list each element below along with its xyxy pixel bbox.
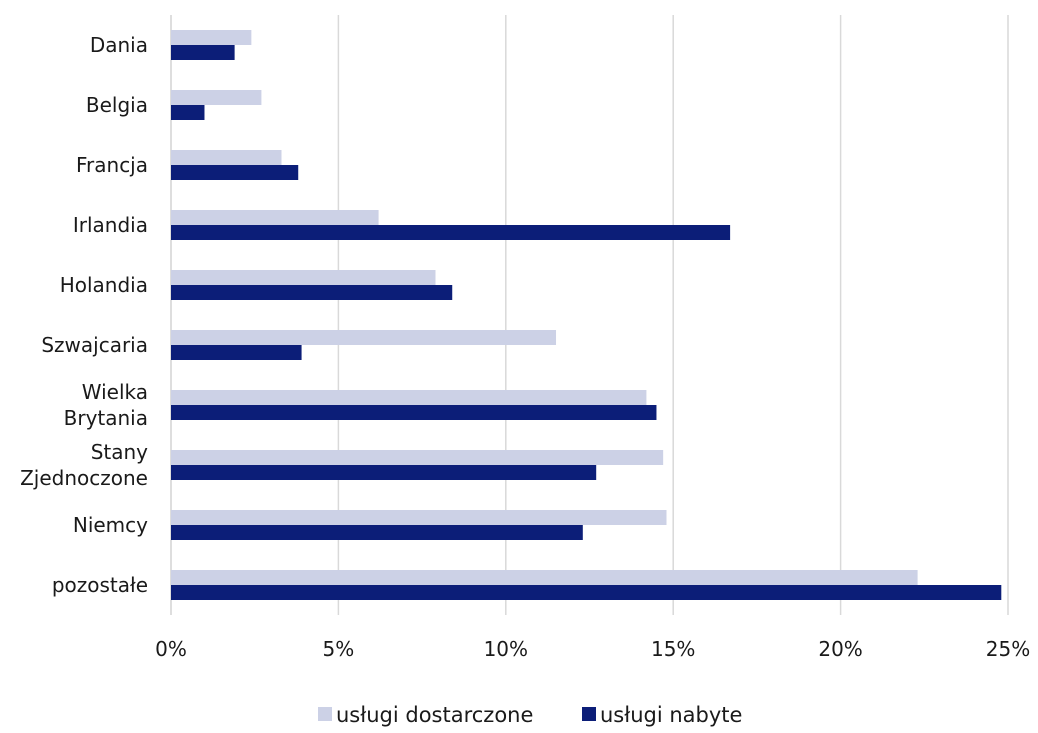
bar-uslugi-nabyte [171, 165, 299, 180]
category-label: Szwajcaria [41, 333, 148, 357]
category-label: Brytania [64, 406, 148, 430]
bar-uslugi-dostarczone [171, 30, 252, 45]
bar-uslugi-dostarczone [171, 330, 557, 345]
category-label: Stany [91, 440, 148, 464]
bar-uslugi-nabyte [171, 585, 1002, 600]
legend-label: usługi dostarczone [336, 703, 533, 727]
legend: usługi dostarczone usługi nabyte [318, 703, 742, 727]
x-tick-label: 20% [818, 637, 862, 661]
bar-uslugi-nabyte [171, 45, 235, 60]
bar-uslugi-dostarczone [171, 450, 664, 465]
legend-swatch [318, 707, 332, 721]
bar-uslugi-dostarczone [171, 510, 667, 525]
category-label: Niemcy [73, 513, 148, 537]
category-label: pozostałe [52, 573, 148, 597]
bar-uslugi-nabyte [171, 105, 205, 120]
category-labels: Dania Belgia Francja Irlandia Holandia Szwajc… [20, 33, 148, 597]
category-label: Dania [90, 33, 148, 57]
bar-uslugi-nabyte [171, 225, 731, 240]
category-label: Wielka [82, 380, 148, 404]
x-tick-label: 15% [651, 637, 695, 661]
bar-uslugi-nabyte [171, 525, 583, 540]
x-tick-labels: 0% 5% 10% 15% 20% 25% [155, 637, 1030, 661]
bar-uslugi-nabyte [171, 405, 657, 420]
x-tick-label: 10% [484, 637, 528, 661]
category-label: Holandia [60, 273, 148, 297]
bar-uslugi-dostarczone [171, 90, 262, 105]
bar-uslugi-nabyte [171, 465, 597, 480]
legend-swatch [582, 707, 596, 721]
bar-uslugi-dostarczone [171, 210, 379, 225]
category-label: Irlandia [73, 213, 148, 237]
bar-uslugi-dostarczone [171, 150, 282, 165]
bar-uslugi-dostarczone [171, 570, 918, 585]
bar-uslugi-dostarczone [171, 270, 436, 285]
bar-uslugi-nabyte [171, 285, 453, 300]
x-tick-label: 0% [155, 637, 187, 661]
legend-label: usługi nabyte [600, 703, 742, 727]
bar-uslugi-dostarczone [171, 390, 647, 405]
category-label: Belgia [86, 93, 148, 117]
x-tick-label: 5% [323, 637, 355, 661]
category-label: Francja [76, 153, 148, 177]
x-tick-label: 25% [986, 637, 1030, 661]
bars [171, 30, 1002, 600]
category-label: Zjednoczone [20, 466, 148, 490]
bar-uslugi-nabyte [171, 345, 302, 360]
